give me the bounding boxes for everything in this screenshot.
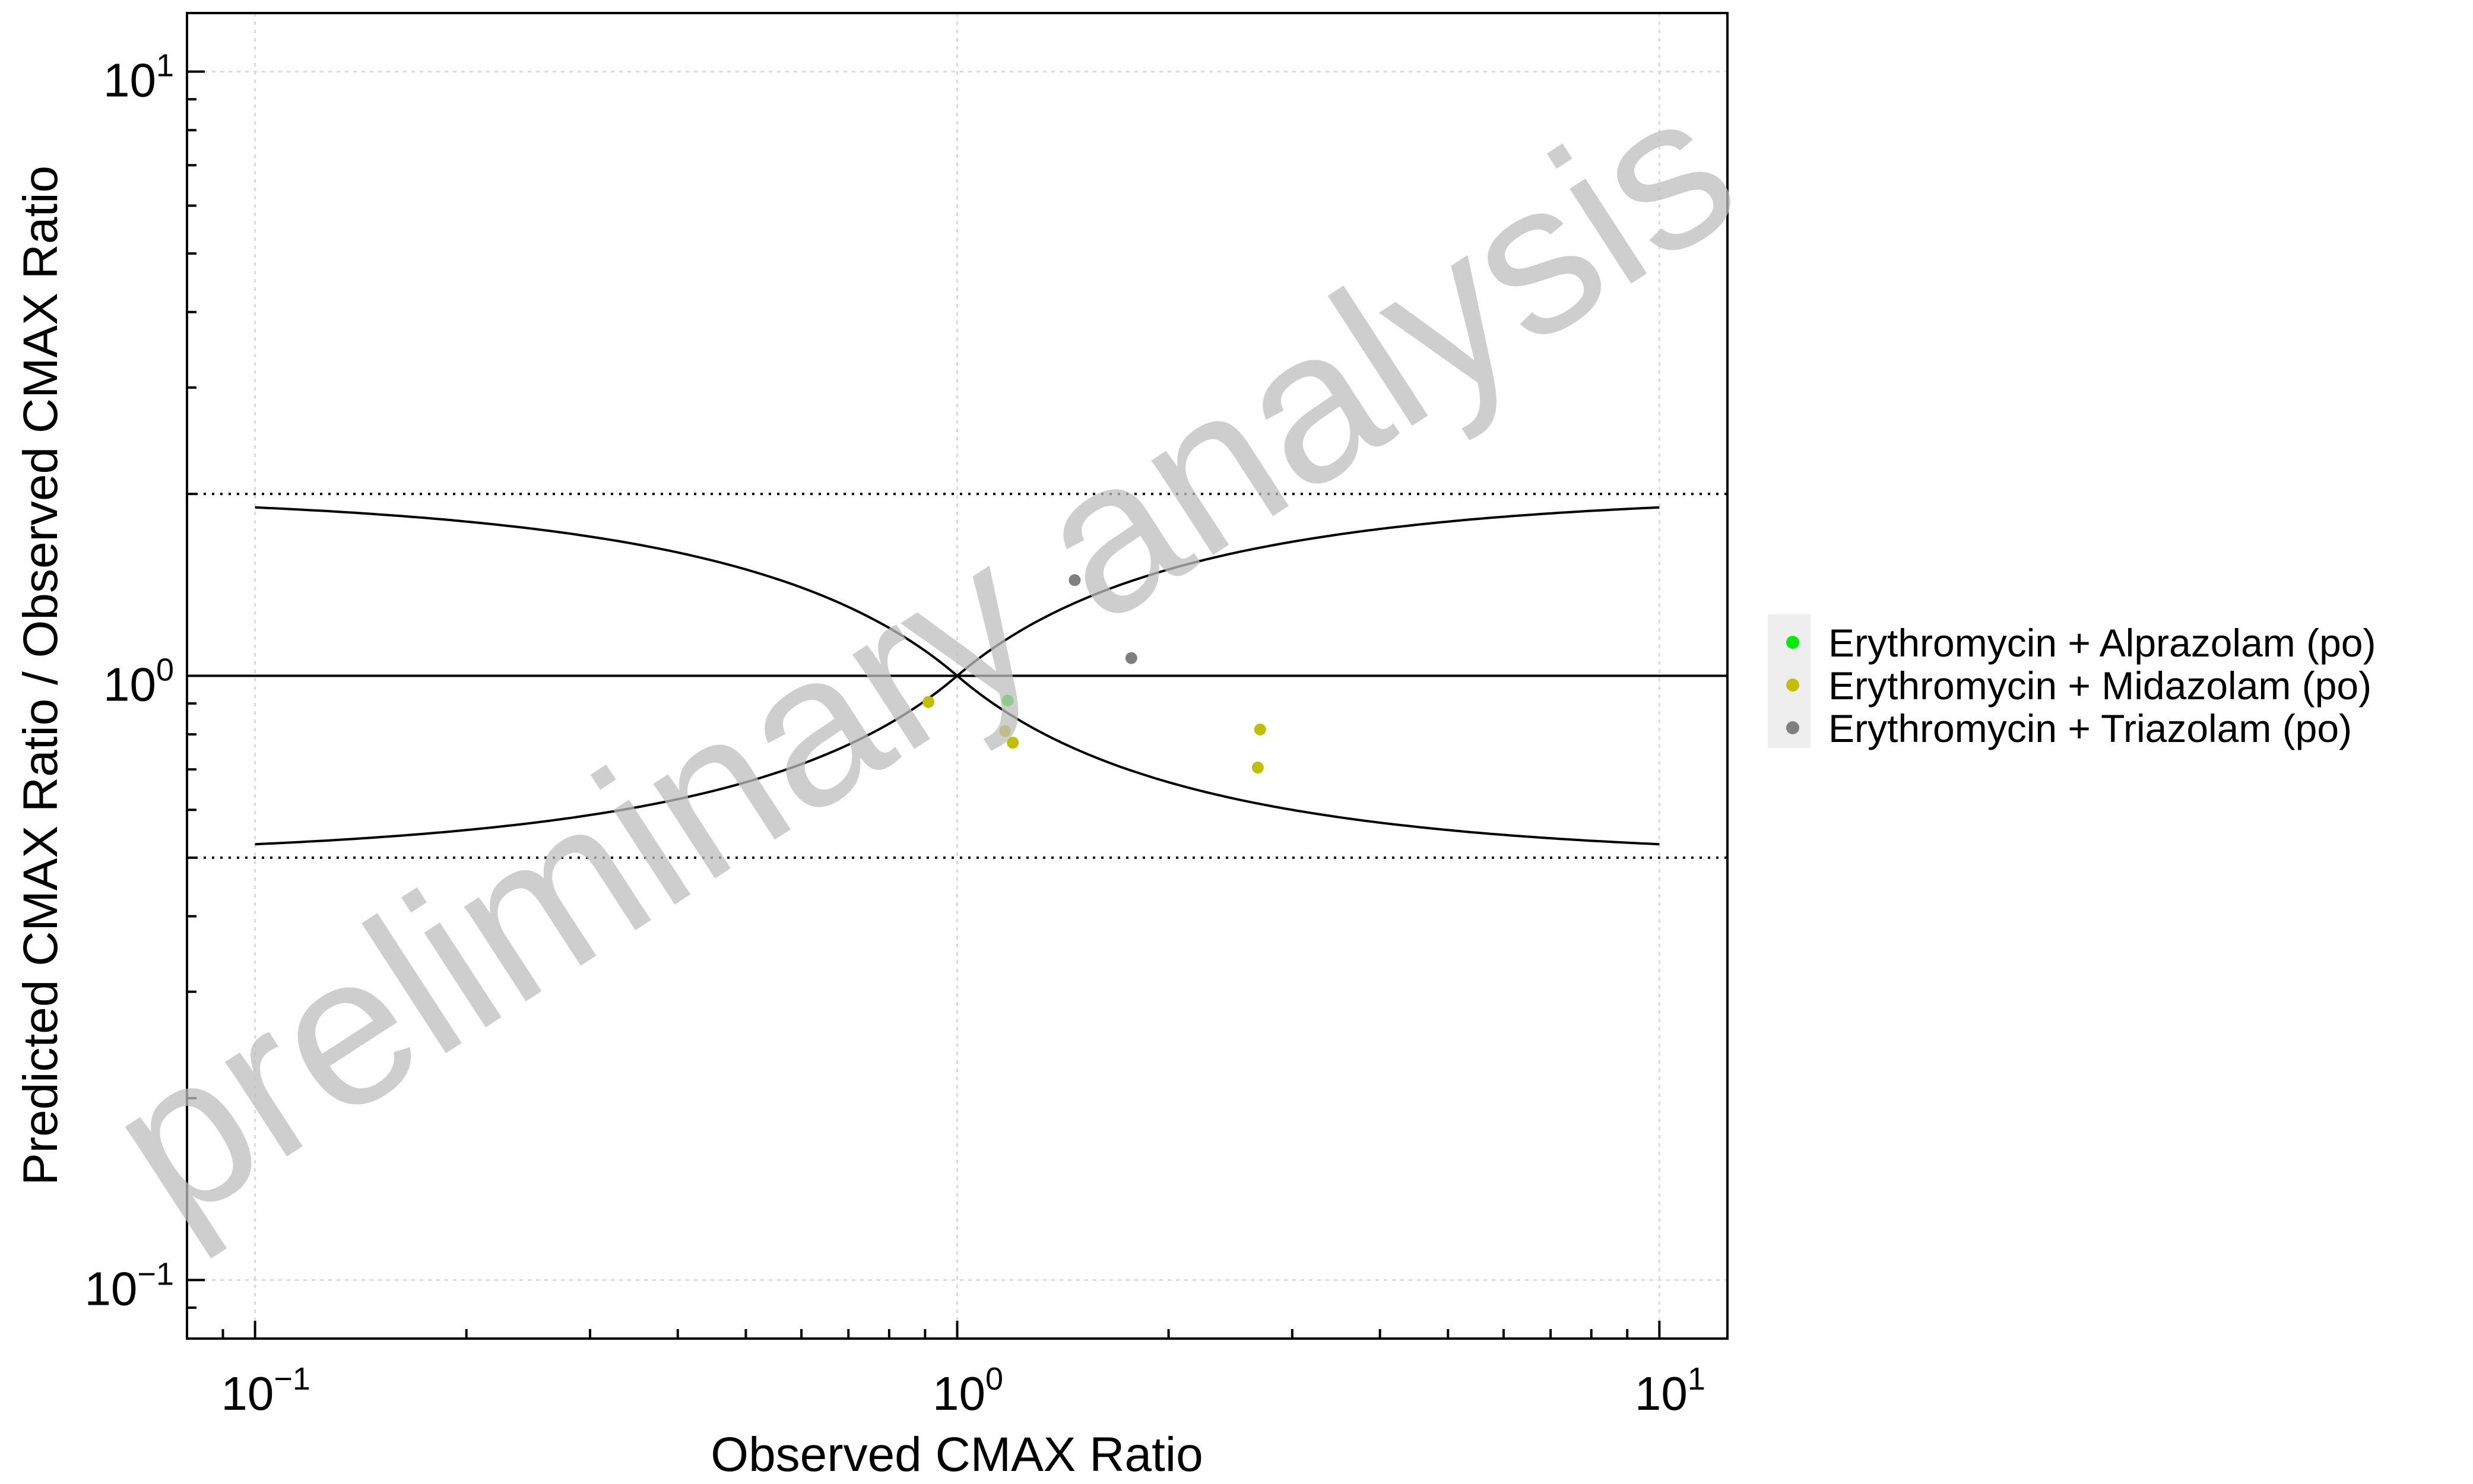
legend: Erythromycin + Alprazolam (po)Erythromyc… xyxy=(1768,614,2376,750)
guest-lower-limit-curve xyxy=(255,506,1660,846)
y-tick-label: 101 xyxy=(103,48,174,107)
reference-lines xyxy=(187,493,1727,859)
legend-marker-2 xyxy=(1786,721,1799,734)
x-tick-label: 100 xyxy=(933,1361,1003,1420)
data-point-series-1 xyxy=(1254,723,1266,735)
legend-entry-0: Erythromycin + Alprazolam (po) xyxy=(1828,621,2376,665)
legend-entry-2: Erythromycin + Triazolam (po) xyxy=(1828,706,2352,750)
x-tick-label: 10−1 xyxy=(221,1361,310,1420)
data-point-series-1 xyxy=(922,696,935,708)
x-tick-label: 101 xyxy=(1635,1361,1705,1420)
watermark-text: preliminary analysis xyxy=(69,46,1774,1269)
legend-marker-0 xyxy=(1786,636,1799,649)
legend-marker-1 xyxy=(1786,678,1799,692)
y-tick-label: 10−1 xyxy=(84,1256,174,1315)
data-point-series-1 xyxy=(999,725,1012,737)
axis-ticks: 10−1 100 101 10−1 100 101 xyxy=(84,48,1705,1420)
data-point-series-1 xyxy=(1007,737,1019,749)
data-points xyxy=(922,574,1266,774)
data-point-series-2 xyxy=(1069,574,1081,586)
data-point-series-2 xyxy=(1125,652,1137,664)
data-point-series-1 xyxy=(1251,762,1264,774)
y-axis-title: Predicted CMAX Ratio / Observed CMAX Rat… xyxy=(14,166,68,1185)
legend-entry-1: Erythromycin + Midazolam (po) xyxy=(1828,664,2371,708)
x-axis-title: Observed CMAX Ratio xyxy=(711,1428,1203,1482)
data-point-series-0 xyxy=(1001,695,1014,707)
y-tick-label: 100 xyxy=(103,652,174,711)
